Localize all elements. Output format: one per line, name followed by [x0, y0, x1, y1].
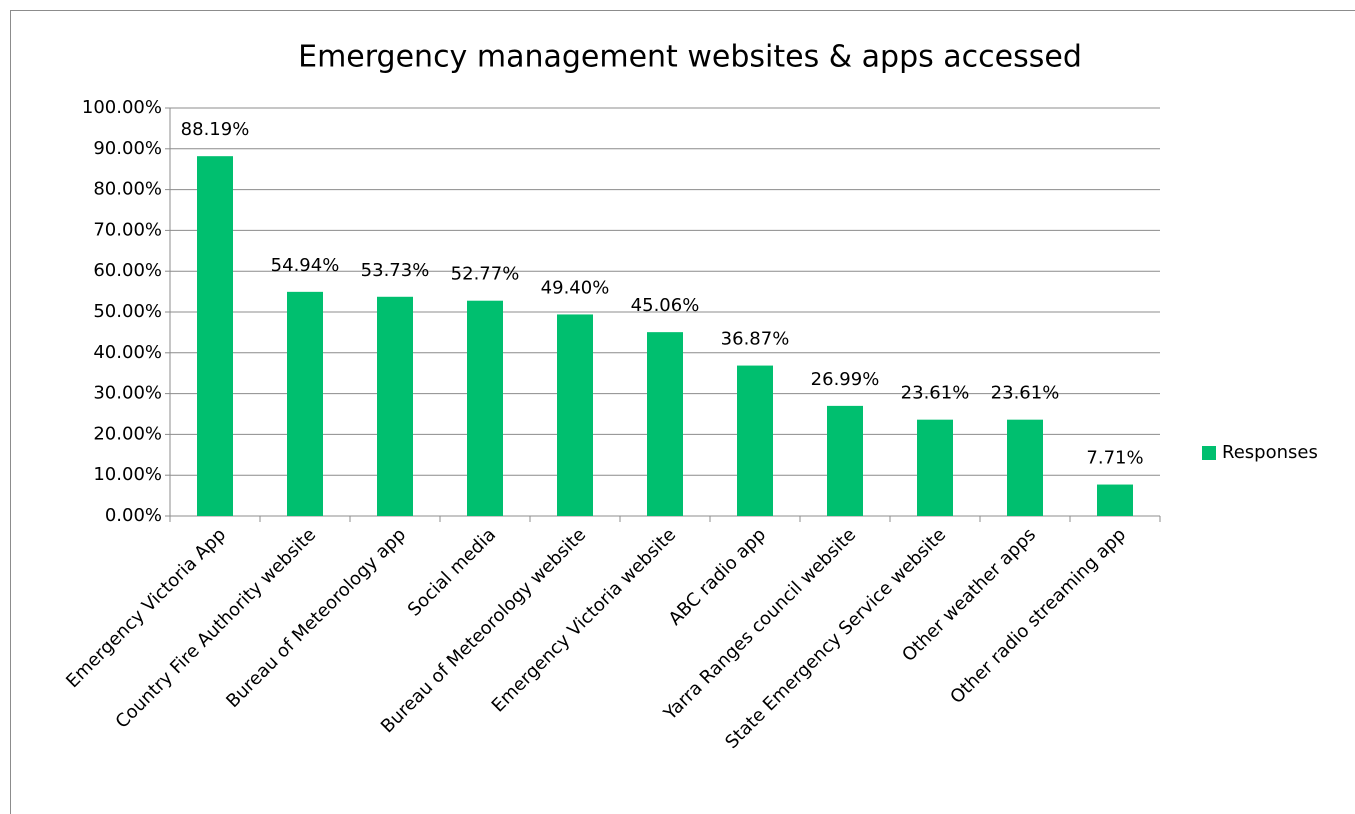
- data-label: 23.61%: [991, 383, 1060, 404]
- chart-frame: [10, 10, 1355, 814]
- bar: [467, 300, 503, 516]
- y-tick-label: 40.00%: [93, 342, 162, 363]
- x-tick-label: Other radio streaming app: [946, 524, 1130, 708]
- data-label: 36.87%: [721, 329, 790, 350]
- bar: [557, 314, 593, 516]
- chart-title: Emergency management websites & apps acc…: [298, 40, 1082, 75]
- y-tick-label: 50.00%: [93, 301, 162, 322]
- legend-swatch: [1202, 446, 1216, 460]
- bar: [287, 291, 323, 516]
- x-tick-label: Country Fire Authority website: [112, 524, 320, 732]
- data-label: 26.99%: [811, 369, 880, 390]
- data-label: 54.94%: [271, 255, 340, 276]
- data-label: 53.73%: [361, 260, 430, 281]
- data-label: 88.19%: [181, 119, 250, 140]
- bar: [197, 156, 233, 516]
- bar: [377, 296, 413, 516]
- legend-label: Responses: [1222, 442, 1318, 463]
- x-tick-label: Yarra Ranges council website: [659, 524, 860, 725]
- y-tick-label: 20.00%: [93, 423, 162, 444]
- bar: [1007, 419, 1043, 516]
- y-tick-label: 100.00%: [82, 97, 162, 118]
- x-tick-label: Emergency Victoria App: [62, 524, 230, 692]
- y-tick-label: 90.00%: [93, 138, 162, 159]
- y-tick-label: 0.00%: [105, 505, 162, 526]
- x-tick-label: Bureau of Meteorology app: [222, 524, 410, 712]
- bar: [647, 332, 683, 516]
- x-tick-label: Emergency Victoria website: [488, 524, 680, 716]
- bar: [1097, 484, 1133, 516]
- x-tick-label: Social media: [404, 524, 500, 620]
- bar: [827, 405, 863, 516]
- data-label: 49.40%: [541, 277, 610, 298]
- bar: [917, 419, 953, 516]
- y-tick-label: 60.00%: [93, 260, 162, 281]
- data-label: 52.77%: [451, 264, 520, 285]
- data-label: 7.71%: [1086, 448, 1143, 469]
- y-tick-label: 70.00%: [93, 219, 162, 240]
- data-label: 23.61%: [901, 383, 970, 404]
- y-tick-label: 30.00%: [93, 383, 162, 404]
- y-tick-label: 80.00%: [93, 179, 162, 200]
- y-tick-label: 10.00%: [93, 464, 162, 485]
- data-label: 45.06%: [631, 295, 700, 316]
- bar: [737, 365, 773, 516]
